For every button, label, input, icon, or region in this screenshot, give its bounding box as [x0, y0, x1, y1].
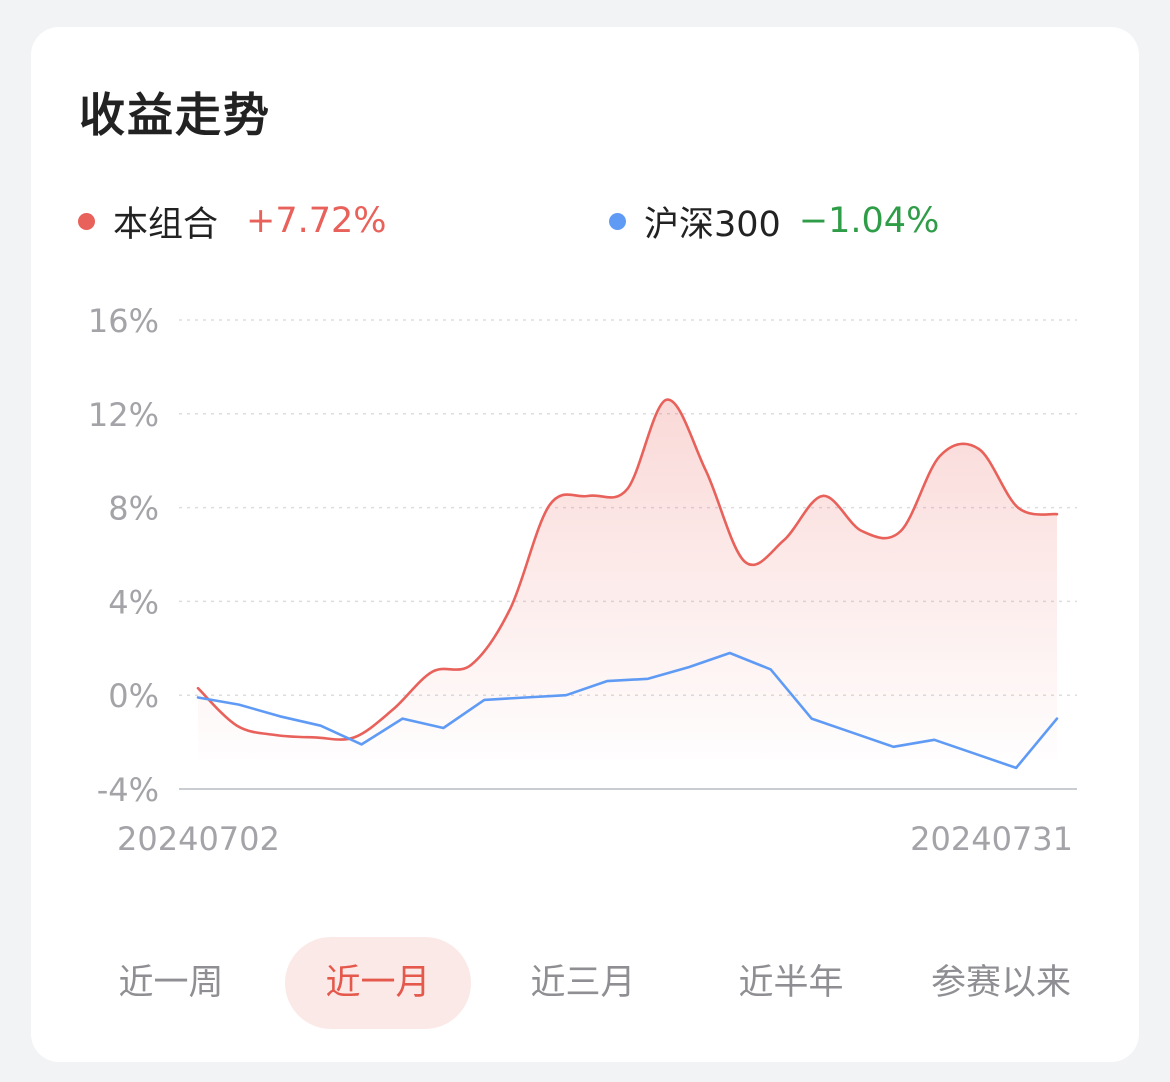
tab-half-year[interactable]: 近半年	[738, 963, 844, 1003]
y-tick-label: 12%	[88, 396, 159, 434]
legend-item-portfolio: 本组合 +7.72%	[78, 199, 387, 245]
csi300-series-line	[196, 651, 1059, 770]
x-tick-label-end: 20240731	[910, 820, 1073, 858]
csi300-dot-icon	[609, 212, 626, 230]
card-title: 收益走势	[79, 88, 271, 142]
x-tick-label-start: 20240702	[117, 820, 280, 858]
tab-since-start[interactable]: 参赛以来	[930, 963, 1071, 1003]
tab-month[interactable]: 近一月	[285, 937, 471, 1029]
portfolio-dot-icon	[78, 212, 95, 230]
period-tabs: 近一周 近一月 近三月 近半年 参赛以来	[31, 937, 1139, 1029]
y-tick-label: 0%	[108, 677, 159, 715]
returns-trend-card: 收益走势 本组合 +7.72% 沪深300 −1.04% 16% 12% 8% 4% 0…	[31, 27, 1139, 1062]
tab-3-months[interactable]: 近三月	[530, 963, 636, 1003]
y-tick-label: 16%	[88, 302, 159, 340]
tab-week[interactable]: 近一周	[118, 963, 224, 1003]
portfolio-series-line	[196, 398, 1059, 741]
y-tick-label: 8%	[108, 490, 159, 528]
legend-portfolio-name: 本组合	[113, 204, 219, 245]
y-tick-label: -4%	[97, 771, 159, 809]
portfolio-area	[198, 399, 1057, 759]
y-tick-label: 4%	[108, 583, 159, 621]
returns-line-chart: 16% 12% 8% 4% 0% -4% 20240702 20240731	[88, 302, 1077, 858]
legend-csi300-value: −1.04%	[798, 201, 940, 241]
legend-item-csi300: 沪深300 −1.04%	[609, 199, 940, 245]
legend-portfolio-value: +7.72%	[246, 201, 387, 241]
legend-csi300-name: 沪深300	[644, 204, 781, 245]
